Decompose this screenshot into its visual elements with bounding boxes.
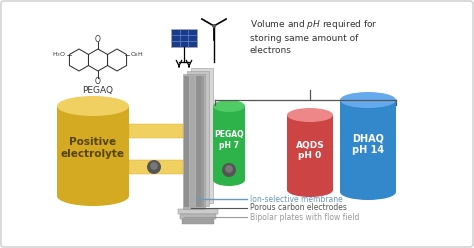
- Bar: [184, 76, 189, 207]
- Text: AQDS
pH 0: AQDS pH 0: [296, 141, 324, 160]
- Ellipse shape: [287, 108, 333, 122]
- Ellipse shape: [340, 184, 396, 200]
- Ellipse shape: [225, 165, 233, 173]
- Text: PEGAQ: PEGAQ: [82, 87, 113, 95]
- Ellipse shape: [147, 160, 161, 174]
- Bar: [287, 115, 333, 190]
- Bar: [190, 76, 195, 207]
- Text: O: O: [95, 34, 101, 43]
- Bar: [191, 68, 213, 203]
- Bar: [196, 76, 201, 207]
- Bar: [187, 71, 209, 206]
- Text: Volume and $\it{pH}$ required for
storing same amount of
electrons: Volume and $\it{pH}$ required for storin…: [250, 18, 378, 55]
- Ellipse shape: [222, 163, 236, 177]
- Ellipse shape: [213, 174, 245, 186]
- Bar: [180, 214, 216, 219]
- Ellipse shape: [287, 183, 333, 197]
- Bar: [129, 160, 183, 174]
- Ellipse shape: [212, 24, 216, 28]
- Ellipse shape: [340, 92, 396, 108]
- Bar: [201, 76, 204, 207]
- Text: $\mathregular{H_3O}$: $\mathregular{H_3O}$: [52, 51, 66, 60]
- Ellipse shape: [57, 186, 129, 206]
- Bar: [171, 29, 197, 47]
- Text: Ion-selective membrane: Ion-selective membrane: [250, 194, 343, 204]
- Bar: [183, 74, 205, 209]
- Ellipse shape: [213, 100, 245, 112]
- Text: Bipolar plates with flow field: Bipolar plates with flow field: [250, 213, 359, 221]
- Text: Porous carbon electrodes: Porous carbon electrodes: [250, 204, 347, 213]
- Text: Positive
electrolyte: Positive electrolyte: [61, 137, 125, 159]
- Bar: [340, 100, 396, 192]
- Text: PEGAQ
pH 7: PEGAQ pH 7: [214, 130, 244, 150]
- Ellipse shape: [150, 162, 158, 170]
- Bar: [57, 106, 129, 196]
- Bar: [213, 106, 245, 180]
- Ellipse shape: [57, 96, 129, 116]
- Bar: [178, 209, 218, 214]
- Bar: [129, 124, 183, 138]
- Bar: [182, 219, 214, 224]
- Text: DHAQ
pH 14: DHAQ pH 14: [352, 133, 384, 155]
- Text: O: O: [95, 76, 101, 86]
- Text: $\mathregular{O_2H}$: $\mathregular{O_2H}$: [130, 51, 144, 60]
